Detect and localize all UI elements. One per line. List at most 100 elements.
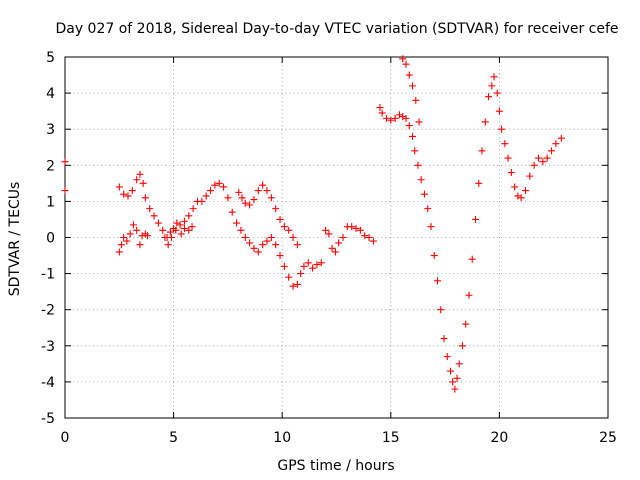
data-point xyxy=(235,188,243,196)
y-axis-label: SDTVAR / TECUs xyxy=(7,182,23,297)
data-point xyxy=(280,262,288,270)
data-point xyxy=(339,234,347,241)
data-point xyxy=(285,226,293,234)
data-point xyxy=(504,154,512,162)
data-point xyxy=(176,221,184,229)
data-point xyxy=(207,187,215,195)
data-point xyxy=(198,197,206,205)
data-point xyxy=(126,230,134,238)
data-point xyxy=(241,234,249,241)
data-point xyxy=(335,239,343,247)
x-tick-label: 25 xyxy=(599,430,617,446)
data-point xyxy=(501,140,509,148)
data-point xyxy=(498,125,506,133)
data-point xyxy=(356,226,364,234)
data-point xyxy=(462,320,470,328)
data-point xyxy=(115,248,123,256)
data-point xyxy=(188,223,196,231)
data-point xyxy=(120,234,128,241)
data-point xyxy=(443,353,451,361)
data-point xyxy=(526,172,534,180)
data-point xyxy=(399,113,407,121)
data-point xyxy=(427,223,435,231)
data-point xyxy=(309,264,317,272)
x-tick-label: 20 xyxy=(490,430,508,446)
data-point xyxy=(543,154,551,162)
data-point xyxy=(276,215,284,223)
data-point xyxy=(133,176,141,184)
data-point xyxy=(490,73,498,81)
data-point xyxy=(300,262,308,270)
y-tick-label: -2 xyxy=(41,303,55,319)
data-point xyxy=(414,161,422,169)
data-point xyxy=(493,89,501,97)
data-point xyxy=(280,223,288,231)
data-point xyxy=(185,212,193,220)
data-point xyxy=(241,199,249,207)
data-point xyxy=(220,183,228,191)
data-point xyxy=(117,241,125,249)
data-point xyxy=(259,241,267,249)
data-point xyxy=(61,187,69,195)
data-point xyxy=(411,147,419,155)
data-point xyxy=(272,205,280,213)
data-point xyxy=(514,192,522,200)
data-point xyxy=(233,219,241,227)
data-point xyxy=(361,232,369,240)
data-point xyxy=(437,306,445,314)
data-point xyxy=(451,385,459,393)
y-tick-label: -3 xyxy=(41,339,55,355)
data-point xyxy=(263,237,271,245)
data-point xyxy=(141,194,149,202)
data-point xyxy=(458,342,466,350)
data-point xyxy=(177,230,185,238)
data-point xyxy=(552,140,560,148)
data-point xyxy=(276,252,284,260)
data-point xyxy=(530,161,538,169)
data-point xyxy=(120,190,128,198)
data-point xyxy=(521,187,529,195)
data-point xyxy=(313,261,321,269)
data-point xyxy=(378,109,386,117)
data-point xyxy=(123,237,131,245)
data-point xyxy=(202,192,210,200)
y-tick-label: -1 xyxy=(41,267,55,283)
data-point xyxy=(250,244,258,252)
data-point xyxy=(166,228,174,236)
data-point xyxy=(365,234,373,241)
data-point xyxy=(322,226,330,234)
data-point xyxy=(481,118,489,126)
data-point xyxy=(136,170,144,178)
data-point xyxy=(325,230,333,238)
data-point xyxy=(180,217,188,225)
data-point xyxy=(238,194,246,202)
y-tick-label: 0 xyxy=(46,231,55,247)
data-point xyxy=(285,273,293,281)
data-point xyxy=(440,335,448,343)
data-point xyxy=(115,183,123,191)
x-tick-label: 5 xyxy=(169,430,178,446)
data-point xyxy=(468,255,476,263)
data-point xyxy=(317,259,325,267)
data-point xyxy=(387,116,395,124)
data-point xyxy=(424,205,432,213)
data-point xyxy=(376,104,384,112)
y-tick-label: 4 xyxy=(46,86,55,102)
y-tick-label: -5 xyxy=(41,411,55,427)
data-point xyxy=(267,194,275,202)
data-point xyxy=(289,234,297,241)
data-point xyxy=(382,114,390,122)
plot-frame xyxy=(64,56,609,419)
data-point xyxy=(267,234,275,241)
data-point xyxy=(163,234,171,241)
data-point xyxy=(433,277,441,285)
data-point xyxy=(173,219,181,227)
data-point xyxy=(164,241,172,249)
data-point xyxy=(331,248,339,256)
data-point xyxy=(348,223,356,231)
data-point xyxy=(475,179,483,187)
data-point xyxy=(297,270,305,278)
chart-title: Day 027 of 2018, Sidereal Day-to-day VTE… xyxy=(55,21,618,37)
y-tick-label: 2 xyxy=(46,158,55,174)
